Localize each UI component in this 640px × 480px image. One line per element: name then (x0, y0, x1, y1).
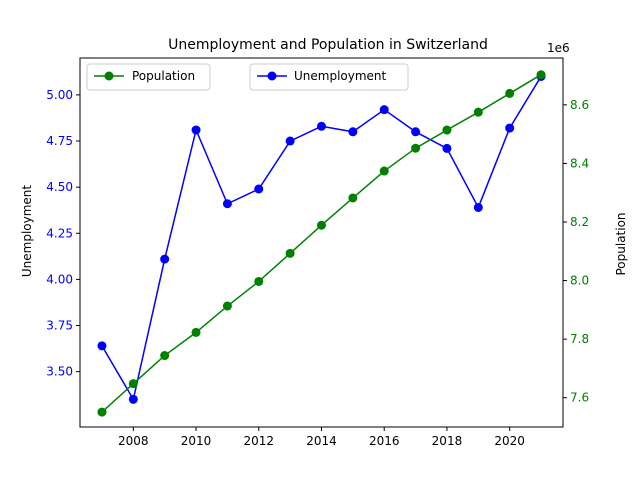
population-point (317, 220, 326, 230)
unemployment-point (222, 199, 232, 209)
population-point (536, 70, 546, 80)
x-axis: 2008 2010 2012 2014 2016 2018 2020 (118, 427, 525, 448)
unemployment-point (160, 254, 170, 264)
y-axis-right-title: Population (614, 212, 628, 275)
population-point (128, 379, 138, 389)
y-left-tick-label: 3.50 (46, 365, 73, 379)
legend-unemployment-label: Unemployment (294, 69, 387, 83)
population-point (222, 301, 232, 311)
y-left-tick-label: 4.25 (46, 226, 73, 240)
legend-unemployment: Unemployment (249, 63, 409, 91)
legend-population-box (86, 63, 211, 91)
legend-unemployment-marker (267, 71, 277, 81)
legend-unemployment-box (249, 63, 409, 91)
unemployment-point (379, 105, 389, 115)
unemployment-point (505, 123, 515, 133)
unemployment-point (411, 127, 421, 137)
x-tick-label: 2014 (306, 434, 337, 448)
chart-title: Unemployment and Population in Switzerla… (168, 37, 488, 53)
unemployment-point (442, 143, 452, 153)
plot-frame (79, 57, 564, 428)
unemployment-point (97, 341, 107, 351)
x-tick-label: 2012 (243, 434, 274, 448)
legend-population: Population (86, 63, 211, 91)
population-point (442, 125, 452, 135)
legend-population-label: Population (132, 69, 195, 83)
x-tick-label: 2008 (118, 434, 149, 448)
y-right-tick-label: 7.8 (570, 332, 589, 346)
unemployment-point (285, 136, 295, 146)
y-right-tick-label: 8.0 (570, 274, 589, 288)
population-point (348, 193, 358, 203)
y-left-tick-label: 4.00 (46, 272, 73, 286)
y-axis-left: 3.50 3.75 4.00 4.25 4.50 4.75 5.00 (46, 88, 80, 379)
y-left-tick-label: 4.75 (46, 134, 73, 148)
y-left-tick-label: 5.00 (46, 88, 73, 102)
unemployment-point (317, 121, 326, 131)
unemployment-point (128, 394, 138, 404)
population-point (473, 107, 483, 117)
y-axis-right-offset-text: 1e6 (547, 41, 570, 55)
series-layer (97, 70, 546, 417)
unemployment-point (254, 184, 264, 194)
legend-population-marker (104, 71, 114, 81)
population-point (160, 351, 170, 361)
population-point (254, 276, 264, 286)
unemployment-point (191, 125, 201, 135)
population-point (411, 143, 421, 153)
y-right-tick-label: 8.2 (570, 215, 589, 229)
population-point (97, 407, 107, 417)
unemployment-point (473, 202, 483, 212)
y-right-tick-label: 8.6 (570, 98, 589, 112)
population-point (505, 88, 515, 98)
y-axis-right: 7.6 7.8 8.0 8.2 8.4 8.6 (563, 98, 589, 405)
unemployment-point (348, 127, 358, 137)
population-point (191, 327, 201, 337)
y-right-tick-label: 8.4 (570, 156, 589, 170)
population-point (379, 166, 389, 176)
x-tick-label: 2018 (432, 434, 463, 448)
y-axis-left-title: Unemployment (20, 185, 34, 278)
x-tick-label: 2016 (369, 434, 400, 448)
x-tick-label: 2010 (181, 434, 212, 448)
y-right-tick-label: 7.6 (570, 391, 589, 405)
population-point (285, 248, 295, 258)
x-tick-label: 2020 (494, 434, 525, 448)
y-left-tick-label: 4.50 (46, 180, 73, 194)
y-left-tick-label: 3.75 (46, 319, 73, 333)
